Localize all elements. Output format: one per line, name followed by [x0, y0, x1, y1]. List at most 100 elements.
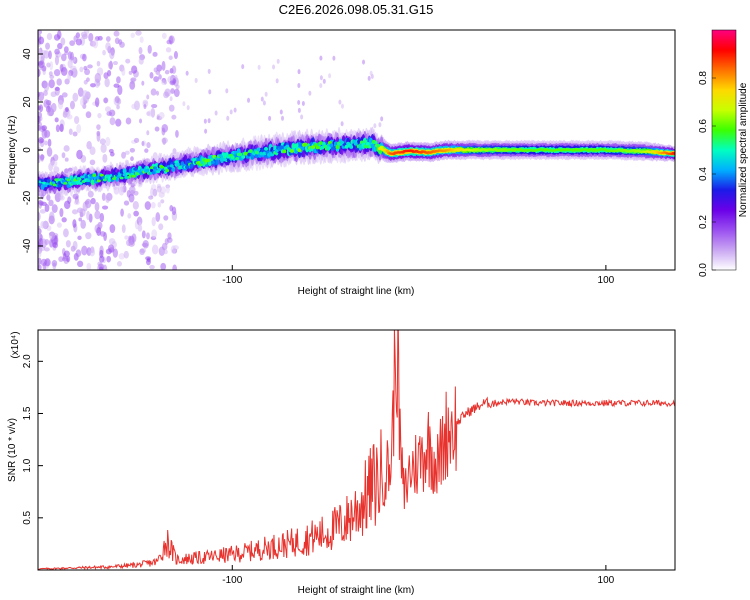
x-tick-label: -100: [222, 275, 242, 286]
heatmap-noise-cell: [38, 200, 44, 205]
heatmap-noise-cell: [260, 96, 264, 102]
heatmap-noise-cell: [275, 78, 279, 84]
heatmap-noise-cell: [150, 187, 154, 198]
heatmap-noise-cell: [297, 100, 301, 106]
heatmap-noise-cell: [54, 48, 60, 55]
heatmap-noise-cell: [118, 253, 125, 260]
heatmap-noise-cell: [154, 126, 160, 132]
heatmap-noise-cell: [171, 114, 177, 120]
heatmap-noise-cell: [158, 223, 164, 231]
heatmap-noise-cell: [69, 40, 76, 46]
heatmap-ridge-cell: [247, 152, 252, 157]
heatmap-noise-cell: [79, 66, 84, 73]
heatmap-noise-cell: [125, 117, 132, 125]
heatmap-ridge-cell: [207, 155, 212, 159]
heatmap-noise-cell: [257, 64, 261, 70]
heatmap-noise-cell: [63, 200, 71, 210]
heatmap-noise-cell: [165, 185, 170, 194]
heatmap-ridge-cell: [102, 178, 107, 182]
heatmap-ridge-cell: [344, 144, 349, 149]
heatmap-noise-cell: [161, 60, 166, 71]
heatmap-noise-cell: [130, 32, 135, 39]
heatmap-ridge-cell: [171, 168, 176, 172]
heatmap-noise-cell: [127, 213, 132, 219]
heatmap-noise-cell: [158, 246, 166, 257]
heatmap-ridge-cell: [256, 147, 261, 152]
heatmap-noise-cell: [43, 99, 50, 108]
heatmap-ridge-cell: [219, 157, 224, 161]
heatmap-ridge-cell: [261, 148, 265, 153]
heatmap-noise-cell: [77, 260, 84, 268]
heatmap-noise-cell: [82, 90, 89, 100]
heatmap-noise-cell: [46, 147, 53, 157]
heatmap-noise-cell: [38, 115, 41, 125]
heatmap-noise-cell: [90, 197, 96, 205]
heatmap-noise-cell: [146, 257, 151, 263]
heatmap-noise-cell: [161, 32, 167, 39]
heatmap-noise-cell: [109, 224, 116, 234]
heatmap-noise-cell: [61, 217, 67, 223]
heatmap-noise-cell: [121, 151, 126, 159]
heatmap-noise-cell: [115, 118, 122, 127]
heatmap-noise-cell: [39, 209, 46, 214]
heatmap-ridge-cell: [119, 176, 124, 180]
heatmap-noise-cell: [124, 235, 129, 240]
heatmap-noise-cell: [170, 245, 177, 254]
heatmap-noise-cell: [63, 145, 70, 152]
heatmap-noise-cell: [80, 97, 85, 107]
heatmap-noise-cell: [63, 46, 69, 53]
heatmap-noise-cell: [75, 249, 82, 257]
heatmap-noise-cell: [78, 217, 83, 222]
heatmap-noise-cell: [88, 32, 94, 42]
heatmap-noise-cell: [168, 104, 175, 112]
heatmap-noise-cell: [94, 97, 100, 108]
heatmap-noise-cell: [51, 260, 58, 267]
heatmap-noise-cell: [338, 99, 342, 105]
heatmap-ridge-cell: [230, 155, 235, 160]
heatmap-noise-cell: [41, 125, 48, 131]
snr-y-axis: 0.5 1.0 1.5 2.0: [22, 354, 43, 525]
heatmap-ridge-cell: [139, 172, 144, 175]
heatmap-noise-cell: [86, 77, 90, 82]
heatmap-ridge-cell: [54, 178, 59, 182]
heatmap-noise-cell: [378, 122, 382, 128]
heatmap-ridge-cell: [136, 172, 141, 176]
heatmap-ridge-cell: [185, 165, 189, 169]
heatmap-noise-cell: [161, 127, 166, 136]
heatmap-noise-cell: [172, 264, 177, 270]
heatmap-ridge-cell: [119, 168, 124, 175]
heatmap-ridge-cell: [150, 166, 154, 170]
heatmap-ridge-cell: [379, 145, 384, 149]
heatmap-noise-cell: [99, 231, 106, 237]
heatmap-noise-cell: [207, 68, 211, 74]
heatmap-noise-cell: [340, 103, 344, 109]
heatmap-ridge-cell: [112, 177, 116, 181]
heatmap-noise-cell: [40, 258, 48, 267]
heatmap-ridge-cell: [358, 144, 363, 149]
heatmap-ridge-cell: [367, 144, 372, 149]
snr-x-label: Height of straight line (km): [298, 585, 415, 596]
heatmap-noise-cell: [171, 65, 177, 74]
heatmap-noise-cell: [58, 256, 64, 262]
snr-plot-area: [38, 330, 675, 570]
heatmap-noise-cell: [96, 124, 101, 130]
heatmap-noise-cell: [174, 74, 178, 80]
heatmap-ridge-cell: [96, 179, 101, 183]
heatmap-noise-cell: [144, 148, 149, 153]
heatmap-ridge-cell: [46, 179, 51, 183]
heatmap-noise-cell: [155, 69, 161, 76]
heatmap-noise-cell: [150, 88, 157, 96]
heatmap-ridge-cell: [101, 175, 106, 179]
heatmap-ridge-cell: [95, 175, 100, 179]
heatmap-noise-cell: [66, 114, 73, 120]
heatmap-ridge-cell: [320, 145, 325, 150]
heatmap-noise-cell: [264, 91, 268, 97]
heatmap-noise-cell: [233, 107, 237, 113]
heatmap-noise-cell: [89, 248, 95, 257]
heatmap-noise-cell: [152, 51, 158, 57]
spectrogram-y-label: Frequency (Hz): [7, 116, 18, 185]
heatmap-noise-cell: [328, 73, 332, 79]
heatmap-noise-cell: [54, 86, 60, 91]
heatmap-noise-cell: [138, 47, 143, 55]
